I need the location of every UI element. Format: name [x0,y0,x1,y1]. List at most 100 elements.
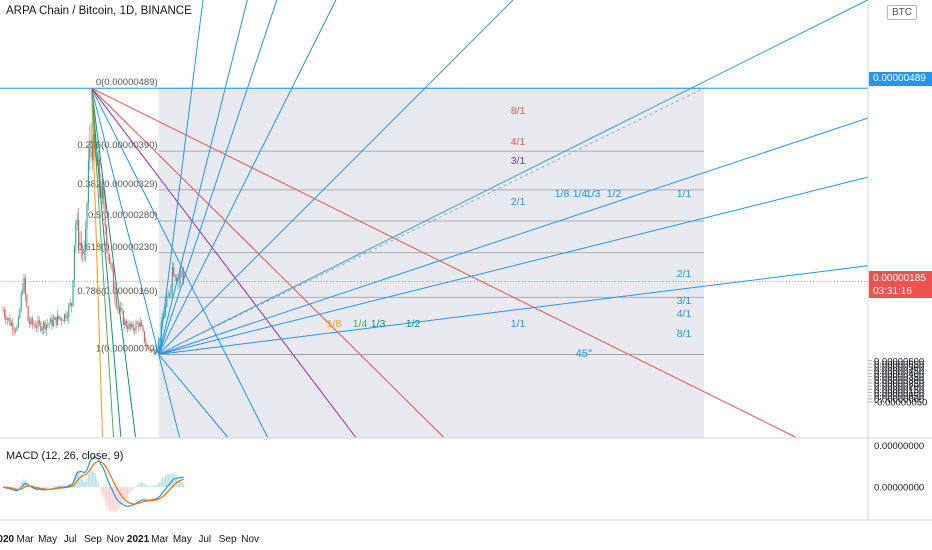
candle-body [117,306,119,308]
macd-histogram-bar [107,487,109,510]
macd-histogram-bar [129,487,131,493]
gann-ray-down [91,87,796,438]
y-tick-label: 0.00000100 [874,388,924,399]
candle-body [31,318,33,324]
macd-histogram-bar [97,481,99,487]
macd-histogram-bar [110,487,112,512]
macd-histogram-bar [30,487,32,489]
macd-histogram-bar [94,474,96,487]
gann-label-up: 1/1 [677,188,692,200]
x-tick-label: May [173,534,192,545]
candle-body [124,320,126,325]
currency-badge[interactable]: BTC [887,5,917,20]
chart-title: ARPA Chain / Bitcoin, 1D, BINANCE [6,5,192,17]
macd-label[interactable]: MACD (12, 26, close, 9) [6,450,124,462]
candle-body [30,318,32,324]
y-tick-label: 0.00000500 [874,363,924,374]
gann-label-down: 1/4 [353,318,368,330]
x-tick-label: Sep [219,534,237,545]
x-tick-label: Nov [241,534,259,545]
candle-body [20,293,22,310]
candle-body [68,305,70,318]
macd-histogram-bar [177,478,179,487]
macd-histogram-bar [113,487,115,512]
candle-body [152,349,154,351]
candle-body [113,269,115,289]
macd-histogram-bar [104,487,106,503]
macd-histogram-bar [17,487,19,488]
macd-histogram-bar [121,487,123,504]
candle-body [71,303,73,306]
candle-body [66,317,68,319]
candle-body [178,277,180,280]
macd-histogram-bar [155,485,157,487]
gann-label-down: 3/1 [511,155,526,167]
candle-body [108,253,110,264]
macd-histogram-bar [57,485,59,487]
macd-tick-label: 0.00000000 [874,483,924,494]
macd-histogram-bar [127,487,129,497]
candle-body [3,310,5,316]
candle-body [82,249,84,255]
gann-label-down: 8/1 [511,105,526,117]
candle-body [44,322,46,330]
candle-body [181,271,183,273]
candle-body [114,288,116,298]
candle-body [103,188,105,204]
candle-body [80,242,82,250]
candle-body [22,291,24,294]
macd-histogram-bar [166,474,168,487]
y-tick-label: 0.00000150 [874,385,924,396]
macd-histogram-bar [29,487,31,488]
gann-label-up: 3/1 [677,295,692,307]
macd-histogram-bar [100,487,102,493]
candle-body [129,323,131,327]
macd-histogram-bar [176,476,178,487]
macd-histogram-bar [160,479,162,487]
macd-histogram-bar [141,482,143,487]
macd-histogram-bar [87,474,89,487]
gann-ray-up [158,117,869,355]
candle-body [75,224,77,246]
gann-label-up: 2/1 [677,268,692,280]
macd-histogram-bar [174,474,176,487]
candle-body [138,323,140,328]
macd-histogram-bar [43,487,45,489]
macd-histogram-bar [72,481,74,487]
signal-line [2,460,184,505]
macd-histogram-bar [134,487,136,488]
last-price-tag: 0.00000185 03:31:16 [869,271,932,298]
gann-ray-down [91,87,444,438]
macd-histogram-bar [124,487,126,500]
candle-body [69,303,71,306]
gann-fans[interactable]: 45°8/14/13/12/11/11/21/31/41/88/14/13/12… [91,0,869,438]
macd-histogram-bar [122,487,124,503]
candle-body [169,293,171,297]
gann-ray-up [158,0,868,355]
candle-body [83,251,85,255]
candle-body [141,322,143,327]
y-tick-label: 0.00000000 [874,394,924,405]
fib-trend-line [158,87,705,355]
y-tick-label: 0.00000350 [874,372,924,383]
macd-histogram-bar [136,484,138,487]
gann-ray-up [158,0,248,355]
y-tick-label: 0.00000600 [874,356,924,367]
candle-body [5,315,7,321]
y-tick-label: 0.00000050 [874,391,924,402]
macd-histogram-bar [44,487,46,489]
macd-histogram-bar [125,487,127,499]
candle-body [125,320,127,327]
gann-label-down: 1/1 [511,318,526,330]
x-tick-label: May [38,534,57,545]
candle-body [120,308,122,310]
candle-body [180,271,182,278]
candle-body [173,267,175,276]
candle-body [12,323,14,330]
candle-body [128,323,130,330]
macd-histogram-bar [103,487,105,499]
macd-histogram-bar [89,469,91,487]
x-tick-label: 2021 [127,534,150,545]
gann-label-up: 4/1 [677,308,692,320]
